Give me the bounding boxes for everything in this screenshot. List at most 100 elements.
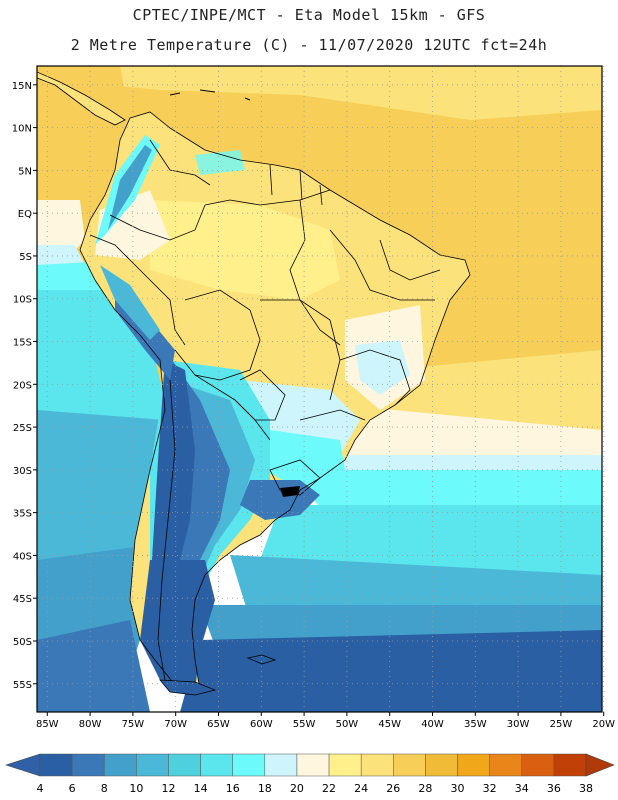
lat-label: 50S — [13, 637, 32, 648]
lat-label: 30S — [13, 466, 32, 477]
lat-label: 5N — [18, 166, 32, 177]
lon-label: 50W — [336, 719, 359, 730]
colorbar-swatch — [232, 753, 266, 777]
border-brazil-states-4 — [339, 349, 411, 406]
band-darkblue-atlantic — [180, 630, 602, 712]
falklands — [246, 654, 277, 665]
lon-label: 35W — [464, 719, 487, 730]
pacific-warm — [37, 66, 130, 215]
guiana-cyan — [195, 150, 245, 175]
border-colombia-south — [109, 204, 206, 241]
colorbar-swatch — [264, 753, 298, 777]
lat-label: 15N — [12, 81, 32, 92]
tierra-del-fuego — [159, 679, 217, 696]
map-title-line2: 2 Metre Temperature (C) - 11/07/2020 12U… — [70, 36, 548, 54]
colorbar-swatch — [521, 753, 555, 777]
colorbar-swatch — [328, 753, 362, 777]
band-midblue-atlantic — [230, 555, 602, 620]
lon-label: 55W — [293, 719, 316, 730]
colorbar-label: 22 — [322, 782, 336, 795]
border-peru-brazil — [129, 259, 186, 346]
colorbar-low-arrow — [5, 753, 41, 777]
border-argentina-chile — [157, 379, 176, 681]
colorbar-swatch — [168, 753, 201, 777]
south-brazil-cyan — [265, 430, 345, 490]
andes-central-midblue — [100, 265, 160, 340]
colorbar-label: 30 — [451, 782, 465, 795]
longitude-labels: 85W 80W 75W 70W 65W 60W 55W 50W 45W 40W 35W 30W 25W 2… — [36, 712, 615, 730]
colorbar-label: 38 — [579, 782, 593, 795]
coordinate-grid — [37, 66, 605, 712]
colorbar-label: 16 — [226, 782, 240, 795]
border-brazil-states-1 — [289, 199, 341, 346]
lat-label: 40S — [13, 551, 32, 562]
lagoa-dos-patos — [280, 486, 300, 497]
colorbar-label: 26 — [386, 782, 400, 795]
colorbar-label: 14 — [194, 782, 208, 795]
brazil-highlands-cyan — [355, 340, 410, 395]
lon-label: 40W — [421, 719, 444, 730]
lon-label: 20W — [592, 719, 615, 730]
border-brazil-states-2 — [329, 229, 435, 301]
border-bolivia — [174, 289, 261, 381]
lon-label: 25W — [550, 719, 573, 730]
border-argentina-north — [194, 374, 271, 441]
border-brazil-states-5 — [299, 409, 366, 421]
temperature-field — [37, 66, 602, 712]
colorbar-swatch — [39, 753, 73, 777]
coastline — [79, 111, 471, 691]
colorbar-label: 32 — [483, 782, 497, 795]
colorbar-label: 10 — [129, 782, 143, 795]
colorbar-label: 12 — [161, 782, 175, 795]
lat-label: 10N — [12, 124, 32, 135]
colorbar-label: 4 — [37, 782, 44, 795]
amazon-pale — [150, 200, 340, 300]
border-guianas — [269, 164, 323, 206]
pacific-midblue — [37, 410, 165, 580]
colorbar-label: 20 — [290, 782, 304, 795]
colorbar-label: 6 — [69, 782, 76, 795]
band-warm-north-light — [37, 66, 602, 120]
border-brazil-states-6 — [379, 239, 441, 281]
colorbar-swatch — [360, 753, 394, 777]
colorbar-high-arrow — [585, 753, 615, 777]
lon-label: 75W — [122, 719, 145, 730]
lon-label: 70W — [164, 719, 187, 730]
lon-label: 60W — [250, 719, 273, 730]
lon-label: 85W — [36, 719, 59, 730]
colorbar-swatch — [553, 753, 587, 777]
colorbar-swatch — [136, 753, 169, 777]
lon-label: 65W — [207, 719, 230, 730]
colorbar-swatch — [425, 753, 458, 777]
colorbar-swatch — [71, 753, 105, 777]
lon-label: 80W — [79, 719, 102, 730]
lat-label: 25S — [13, 423, 32, 434]
border-brazil-west — [204, 189, 331, 206]
lon-label: 45W — [378, 719, 401, 730]
border-ecuador-peru — [89, 234, 131, 261]
lat-label: 45S — [13, 594, 32, 605]
lat-label: 35S — [13, 509, 32, 520]
lat-label: 55S — [13, 680, 32, 691]
map-title-line1: CPTEC/INPE/MCT - Eta Model 15km - GFS — [132, 6, 486, 24]
caribbean-islands — [169, 89, 251, 101]
colorbar-label: 8 — [101, 782, 108, 795]
colorbar-swatch — [393, 753, 426, 777]
colorbar-swatch — [200, 753, 233, 777]
pacific-darkblue — [37, 620, 150, 712]
colorbar-label: 28 — [418, 782, 432, 795]
lat-label: EQ — [18, 209, 32, 220]
lat-label: 5S — [19, 252, 32, 263]
lon-label: 30W — [507, 719, 530, 730]
central-america — [37, 71, 126, 126]
andes-north-blue — [108, 145, 152, 230]
political-borders — [79, 111, 471, 691]
colorbar-swatch — [489, 753, 523, 777]
colorbar-swatch — [103, 753, 137, 777]
patagonia-dark — [140, 560, 215, 690]
colorbar-swatch — [296, 753, 330, 777]
border-brazil-states-3 — [260, 299, 341, 401]
latitude-labels: 15N 10N 5N EQ 5S 10S 15S 20S 25S 30S 35S 40S 45S 50S 5… — [12, 81, 37, 691]
southern-cone-darkest — [152, 360, 195, 620]
